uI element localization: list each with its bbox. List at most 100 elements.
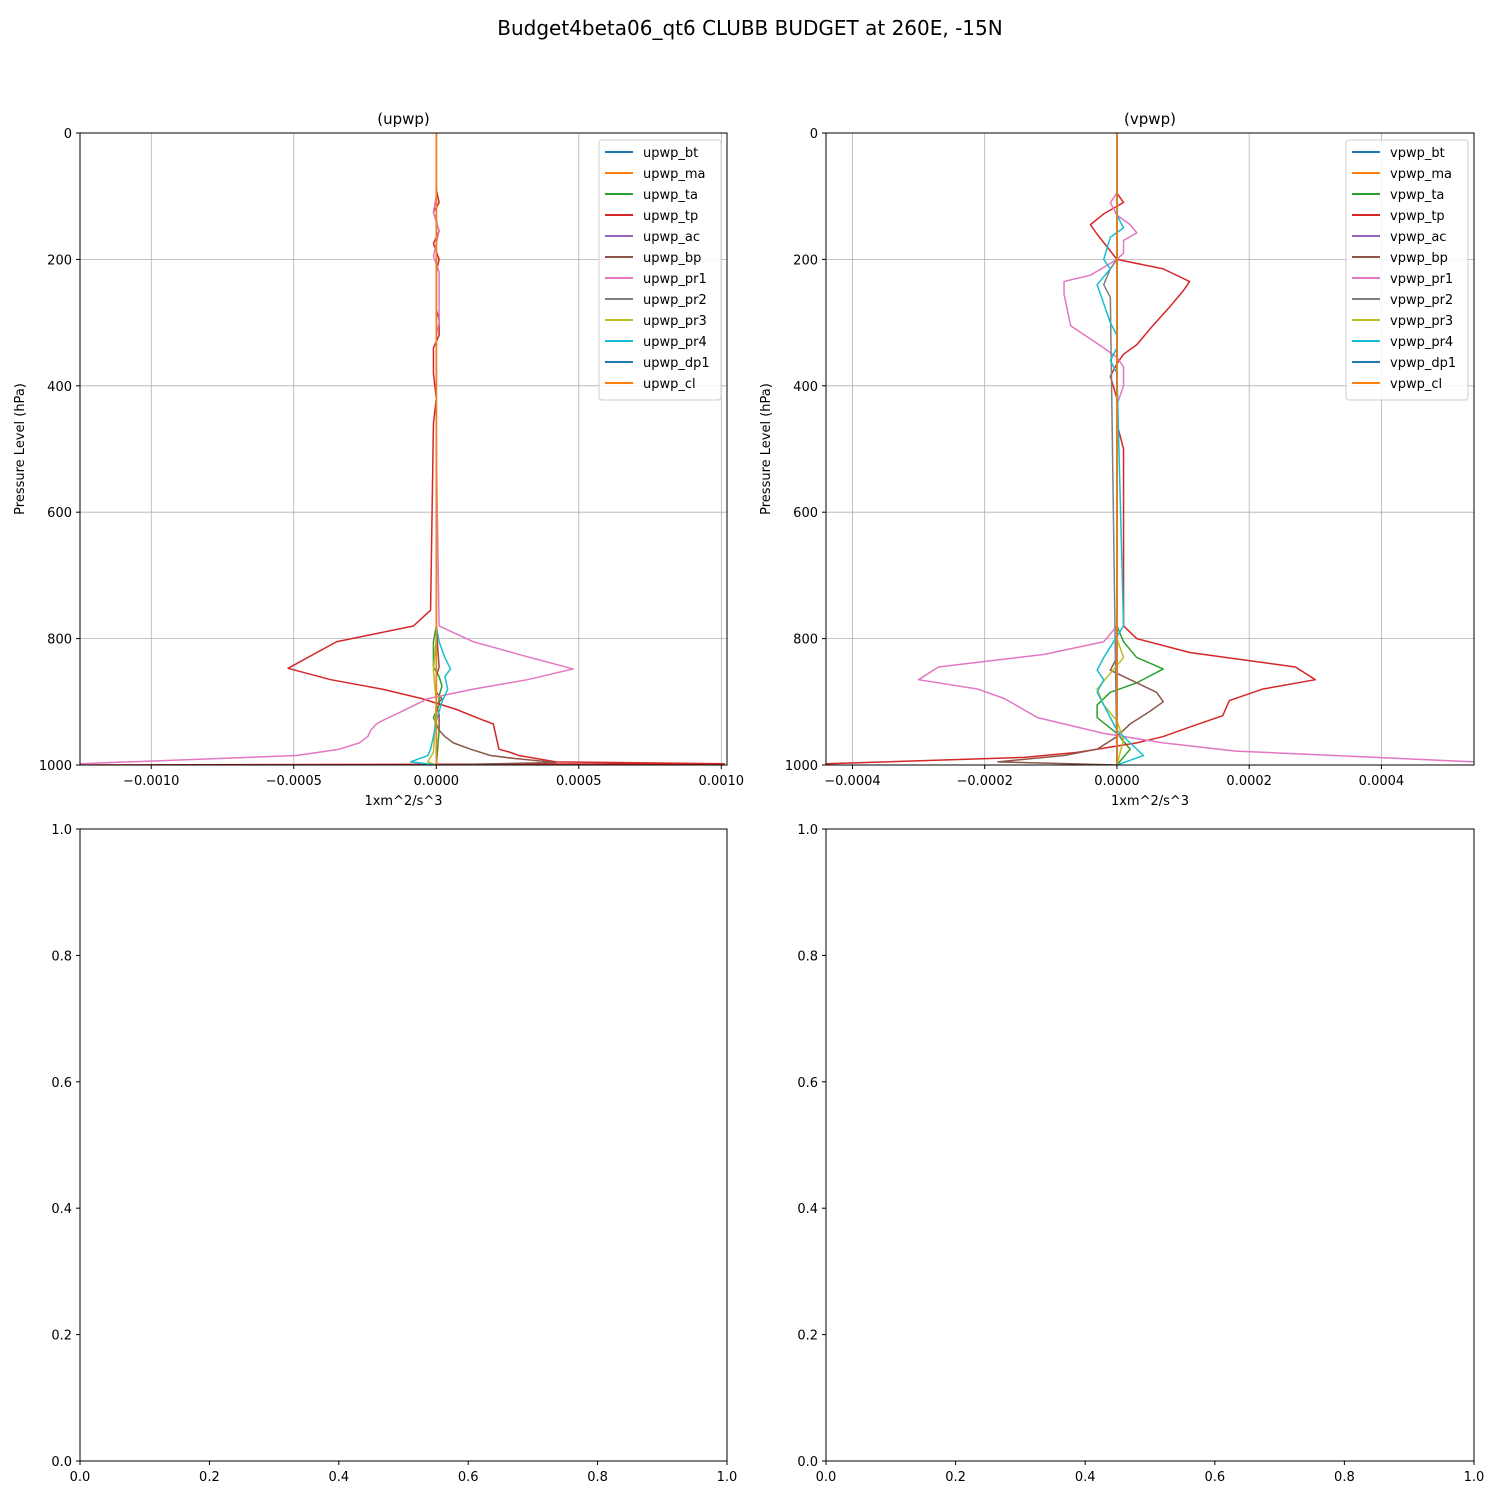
legend-label: upwp_pr1 — [643, 272, 707, 287]
legend-label: upwp_pr2 — [643, 293, 707, 308]
axes-frame — [825, 828, 1475, 1462]
x-tick-label: 0.2 — [199, 1470, 220, 1485]
chart-panel-3: 0.0 0.2 0.4 0.6 0.8 1.0 0.0 0.2 0.4 0.6 0.8 1.0 — [51, 823, 737, 1485]
x-tick-label: 0.0 — [816, 1470, 837, 1485]
y-tick-label: 800 — [793, 633, 818, 648]
figure-title: Budget4beta06_qt6 CLUBB BUDGET at 260E, … — [497, 16, 1003, 40]
legend-label: upwp_ac — [643, 230, 700, 245]
y-tick-label: 0.2 — [797, 1329, 818, 1344]
legend-label: vpwp_pr2 — [1390, 293, 1453, 308]
legend-label: vpwp_tp — [1390, 209, 1445, 224]
legend: upwp_bt upwp_ma upwp_ta upwp_tp upwp_ac upwp_… — [598, 139, 722, 401]
x-tick-label: 0.6 — [458, 1470, 479, 1485]
legend-label: upwp_pr3 — [643, 314, 707, 329]
y-tick-label: 400 — [793, 380, 818, 395]
legend-label: upwp_ma — [643, 167, 706, 182]
x-axis-label: 1xm^2/s^3 — [364, 794, 442, 809]
x-tick-label: 1.0 — [717, 1470, 738, 1485]
x-tick-label: 0.0004 — [1359, 774, 1405, 789]
x-tick-label: −0.0005 — [266, 774, 322, 789]
legend-label: vpwp_ma — [1390, 167, 1452, 182]
y-tick-label: 0.0 — [797, 1455, 818, 1470]
y-tick-label: 200 — [47, 253, 72, 268]
legend-label: vpwp_pr1 — [1390, 272, 1453, 287]
x-tick-label: −0.0002 — [956, 774, 1012, 789]
legend-label: upwp_bp — [643, 251, 701, 266]
legend-label: vpwp_pr3 — [1390, 314, 1453, 329]
series-line-upwp_pr1 — [80, 133, 574, 765]
legend-label: vpwp_bp — [1390, 251, 1448, 266]
y-tick-label: 1.0 — [51, 823, 72, 838]
x-tick-label: 0.6 — [1204, 1470, 1225, 1485]
legend-label: vpwp_bt — [1390, 146, 1445, 161]
y-tick-label: 0 — [810, 127, 818, 142]
legend-label: upwp_ta — [643, 188, 698, 203]
legend-box — [598, 139, 722, 401]
y-tick-label: 800 — [47, 633, 72, 648]
x-tick-label: 0.0010 — [699, 774, 745, 789]
x-tick-label: 0.8 — [1334, 1470, 1355, 1485]
x-tick-label: 0.0000 — [414, 774, 460, 789]
legend-label: vpwp_pr4 — [1390, 335, 1453, 350]
y-tick-label: 0.0 — [51, 1455, 72, 1470]
y-tick-label: 200 — [793, 253, 818, 268]
y-tick-label: 0.6 — [797, 1076, 818, 1091]
chart-panel-4: 0.0 0.2 0.4 0.6 0.8 1.0 0.0 0.2 0.4 0.6 0.8 1.0 — [797, 823, 1484, 1485]
y-tick-label: 0.8 — [51, 949, 72, 964]
series-group — [826, 133, 1474, 765]
y-tick-label: 0.2 — [51, 1329, 72, 1344]
y-tick-label: 0 — [64, 127, 72, 142]
legend-box — [1345, 139, 1469, 401]
y-tick-label: 0.4 — [51, 1202, 72, 1217]
y-tick-label: 0.8 — [797, 949, 818, 964]
chart-title: (upwp) — [377, 110, 430, 128]
legend-label: upwp_bt — [643, 146, 698, 161]
y-tick-label: 1000 — [785, 759, 818, 774]
legend-label: upwp_pr4 — [643, 335, 707, 350]
x-axis-label: 1xm^2/s^3 — [1111, 794, 1189, 809]
y-tick-label: 1.0 — [797, 823, 818, 838]
legend-label: vpwp_ta — [1390, 188, 1444, 203]
chart-title: (vpwp) — [1124, 110, 1176, 128]
legend-label: upwp_cl — [643, 377, 696, 392]
x-tick-label: 0.0002 — [1226, 774, 1272, 789]
series-line-vpwp_tp — [826, 133, 1317, 765]
series-line-vpwp_ta — [1096, 133, 1164, 765]
axes-frame — [79, 828, 728, 1462]
x-tick-label: 0.0000 — [1094, 774, 1140, 789]
y-tick-label: 600 — [47, 506, 72, 521]
y-tick-label: 0.6 — [51, 1076, 72, 1091]
legend: vpwp_bt vpwp_ma vpwp_ta vpwp_tp vpwp_ac vpwp_… — [1345, 139, 1469, 401]
x-tick-label: −0.0010 — [123, 774, 179, 789]
axes-frame — [825, 132, 1475, 766]
y-tick-label: 600 — [793, 506, 818, 521]
legend-label: vpwp_ac — [1390, 230, 1446, 245]
y-axis-label: Pressure Level (hPa) — [13, 383, 28, 515]
x-tick-label: 0.0 — [70, 1470, 91, 1485]
series-line-vpwp_pr3 — [1096, 133, 1125, 765]
x-tick-label: 1.0 — [1464, 1470, 1485, 1485]
legend-label: upwp_tp — [643, 209, 698, 224]
y-tick-label: 400 — [47, 380, 72, 395]
series-line-vpwp_pr4 — [1096, 133, 1145, 765]
x-tick-label: 0.8 — [587, 1470, 608, 1485]
series-line-upwp_pr4 — [409, 133, 452, 765]
legend-label: vpwp_cl — [1390, 377, 1442, 392]
y-tick-label: 0.4 — [797, 1202, 818, 1217]
y-tick-label: 1000 — [39, 759, 72, 774]
legend-label: upwp_dp1 — [643, 356, 710, 371]
legend-label: vpwp_dp1 — [1390, 356, 1456, 371]
x-tick-label: 0.2 — [945, 1470, 966, 1485]
x-tick-label: 0.4 — [1075, 1470, 1096, 1485]
axes-frame — [79, 132, 728, 766]
chart-panel-2: −0.0004 −0.0002 0.0000 0.0002 0.0004 0 200 400 6… — [759, 110, 1475, 809]
series-group — [80, 133, 725, 765]
chart-panel-1: −0.0010 −0.0005 0.0000 0.0005 0.0010 0 200 400 6… — [13, 110, 744, 809]
x-tick-label: 0.0005 — [556, 774, 602, 789]
x-tick-label: 0.4 — [328, 1470, 349, 1485]
y-axis-label: Pressure Level (hPa) — [759, 383, 774, 515]
x-tick-label: −0.0004 — [824, 774, 880, 789]
series-line-vpwp_bp — [997, 133, 1164, 765]
series-line-vpwp_pr1 — [917, 133, 1474, 763]
